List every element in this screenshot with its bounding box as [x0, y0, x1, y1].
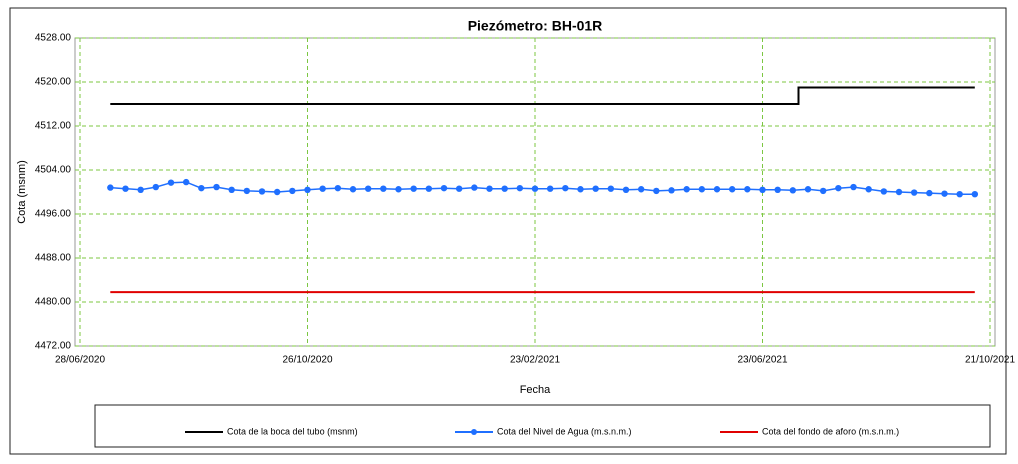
data-point	[455, 185, 463, 192]
chart-title: Piezómetro: BH-01R	[468, 18, 603, 34]
data-point	[910, 189, 918, 196]
data-point	[273, 188, 281, 196]
legend-marker	[471, 429, 477, 435]
data-point	[941, 190, 948, 197]
legend-label: Cota de la boca del tubo (msnm)	[227, 426, 358, 436]
data-point	[728, 186, 736, 193]
data-point	[425, 185, 433, 192]
data-point	[622, 186, 630, 193]
data-point	[683, 186, 690, 193]
data-point	[182, 178, 190, 186]
series-line	[110, 86, 975, 105]
data-point	[516, 184, 524, 192]
data-point	[334, 184, 342, 192]
data-point	[137, 186, 144, 193]
legend-label: Cota del Nivel de Agua (m.s.n.m.)	[497, 426, 632, 436]
data-point	[486, 185, 493, 192]
data-point	[956, 191, 963, 198]
data-point	[637, 186, 645, 193]
data-point	[880, 188, 888, 195]
y-tick-label: 4528.00	[35, 33, 72, 44]
data-point	[228, 186, 235, 193]
y-tick-label: 4496.00	[35, 209, 72, 220]
data-point	[319, 185, 326, 192]
data-point	[501, 185, 508, 192]
data-point	[804, 186, 812, 193]
data-point	[835, 184, 842, 192]
data-point	[213, 183, 220, 191]
data-point	[289, 187, 296, 195]
data-point	[198, 184, 205, 192]
data-point	[971, 191, 979, 198]
y-tick-label: 4472.00	[35, 341, 72, 352]
data-point	[744, 186, 751, 193]
data-point	[865, 186, 872, 193]
data-point	[592, 185, 599, 192]
y-tick-label: 4488.00	[35, 253, 72, 264]
data-point	[698, 186, 706, 193]
x-axis-label: Fecha	[520, 384, 551, 396]
data-point	[410, 185, 417, 192]
y-tick-label: 4504.00	[35, 165, 72, 176]
data-point	[546, 185, 554, 192]
data-point	[258, 188, 266, 195]
data-point	[167, 179, 175, 186]
data-point	[713, 186, 721, 193]
data-point	[122, 185, 129, 192]
data-point	[774, 186, 781, 193]
y-tick-label: 4520.00	[35, 77, 72, 88]
data-point	[607, 185, 615, 192]
data-point	[364, 185, 372, 192]
data-point	[107, 184, 114, 191]
data-point	[395, 186, 402, 193]
legend-box	[94, 404, 991, 448]
data-point	[531, 185, 539, 192]
data-point	[850, 183, 857, 191]
data-point	[243, 187, 251, 195]
data-point	[926, 189, 933, 197]
y-tick-label: 4512.00	[35, 121, 72, 132]
y-axis-label: Cota (msnm)	[16, 160, 28, 224]
data-point	[440, 184, 448, 192]
data-point	[819, 187, 827, 195]
x-tick-label: 23/02/2021	[510, 355, 560, 366]
data-point	[304, 186, 311, 193]
x-tick-label: 21/10/2021	[965, 355, 1015, 366]
x-tick-label: 23/06/2021	[737, 355, 787, 366]
data-point	[577, 186, 584, 193]
y-tick-label: 4480.00	[35, 297, 72, 308]
data-point	[562, 184, 569, 192]
data-point	[895, 188, 903, 196]
data-point	[152, 183, 160, 191]
data-point	[471, 184, 478, 191]
data-point	[653, 187, 660, 195]
data-point	[668, 187, 675, 194]
data-point	[789, 187, 797, 194]
x-tick-label: 28/06/2020	[55, 355, 105, 366]
legend-label: Cota del fondo de aforo (m.s.n.m.)	[762, 426, 899, 436]
data-point	[380, 185, 387, 192]
x-tick-label: 26/10/2020	[282, 355, 332, 366]
data-point	[759, 186, 766, 193]
data-point	[349, 186, 357, 193]
series-line	[110, 181, 975, 195]
